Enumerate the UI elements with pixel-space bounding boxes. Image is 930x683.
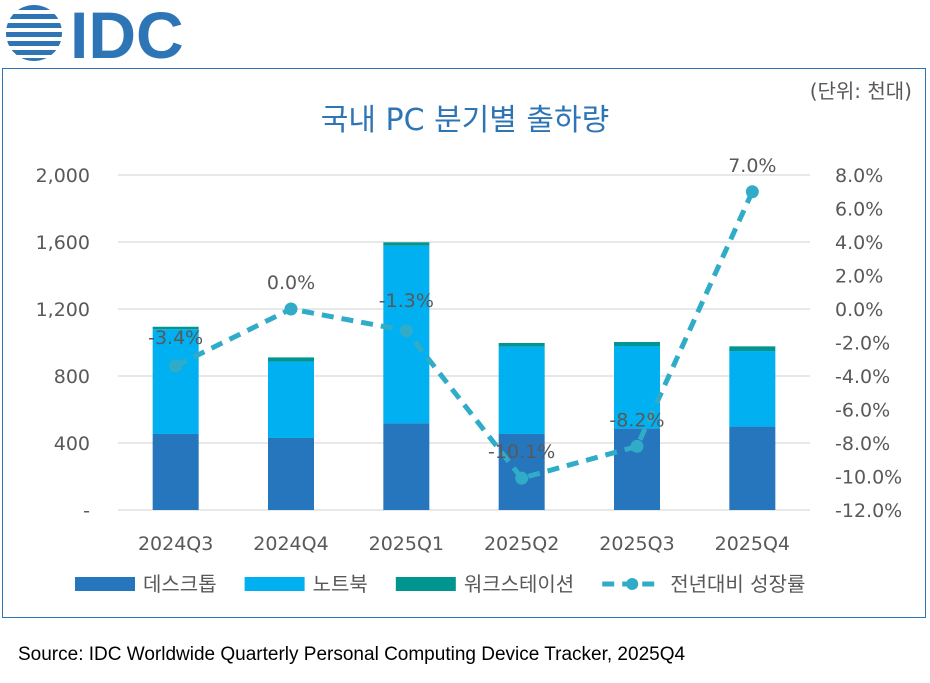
legend-swatch: [75, 577, 135, 591]
x-tick-label: 2024Q3: [138, 533, 213, 555]
legend-swatch: [395, 577, 456, 591]
growth-data-label: 0.0%: [267, 272, 315, 294]
unit-label: (단위: 천대): [810, 79, 912, 103]
growth-data-label: -1.3%: [379, 290, 434, 312]
legend-label: 워크스테이션: [464, 572, 574, 596]
y2-tick-label: -12.0%: [835, 500, 902, 522]
growth-point: [284, 302, 298, 316]
growth-point: [399, 324, 413, 338]
bar-워크스테이션: [383, 242, 430, 246]
bar-워크스테이션: [498, 343, 545, 347]
legend-label: 전년대비 성장률: [670, 572, 805, 596]
svg-text:IDC: IDC: [70, 2, 184, 64]
bar-노트북: [498, 346, 545, 434]
bar-노트북: [152, 329, 199, 434]
bar-데스크톱: [729, 426, 776, 510]
y-tick-label: 400: [54, 433, 90, 455]
x-tick-label: 2025Q2: [484, 533, 559, 555]
growth-line: [174, 190, 755, 482]
legend-label: 데스크톱: [143, 572, 217, 596]
y2-tick-label: 8.0%: [835, 165, 883, 187]
y-tick-label: 2,000: [36, 165, 90, 187]
legend-swatch: [244, 577, 305, 591]
growth-point: [169, 359, 183, 373]
y2-tick-label: -10.0%: [835, 467, 902, 489]
y2-tick-label: -4.0%: [835, 366, 890, 388]
bar-워크스테이션: [268, 357, 314, 362]
y2-tick-label: 0.0%: [835, 299, 883, 321]
y2-tick-label: -8.0%: [835, 433, 890, 455]
y-tick-label: 1,200: [36, 299, 90, 321]
bar-워크스테이션: [152, 326, 199, 330]
idc-logo: IDC: [4, 0, 214, 72]
source-note: Source: IDC Worldwide Quarterly Personal…: [18, 644, 686, 665]
y2-tick-label: -6.0%: [835, 400, 890, 422]
y2-tick-label: 6.0%: [835, 199, 883, 221]
bar-노트북: [268, 361, 314, 438]
y-tick-label: -: [83, 500, 90, 522]
bar-데스크톱: [383, 423, 430, 510]
bar-워크스테이션: [614, 341, 660, 347]
x-tick-label: 2024Q4: [253, 533, 328, 555]
growth-data-label: -10.1%: [488, 441, 555, 463]
growth-data-label: 7.0%: [728, 155, 776, 177]
x-tick-label: 2025Q3: [599, 533, 674, 555]
growth-point: [745, 185, 759, 199]
bar-데스크톱: [268, 437, 314, 510]
y2-tick-label: -2.0%: [835, 333, 890, 355]
bar-워크스테이션: [729, 346, 776, 352]
chart-frame: [2, 68, 926, 618]
y-tick-label: 1,600: [36, 232, 90, 254]
x-tick-label: 2025Q1: [369, 533, 444, 555]
x-tick-label: 2025Q4: [715, 533, 790, 555]
bar-데스크톱: [152, 433, 199, 510]
growth-data-label: -8.2%: [609, 409, 664, 431]
y2-tick-label: 2.0%: [835, 266, 883, 288]
legend-marker: [626, 578, 639, 590]
y2-tick-label: 4.0%: [835, 232, 883, 254]
chart-title: 국내 PC 분기별 출하량: [321, 103, 609, 138]
bar-노트북: [729, 351, 776, 427]
growth-point: [630, 439, 644, 453]
growth-data-label: -3.4%: [148, 327, 203, 349]
legend-label: 노트북: [313, 572, 368, 596]
y-tick-label: 800: [54, 366, 90, 388]
growth-point: [515, 471, 529, 485]
